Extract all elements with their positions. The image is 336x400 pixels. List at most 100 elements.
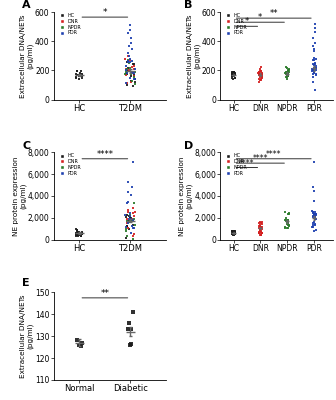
Point	[310, 224, 316, 230]
Point	[258, 224, 263, 230]
Point	[231, 73, 236, 79]
Point	[313, 60, 318, 66]
Y-axis label: NE protein expression
(pg/ml): NE protein expression (pg/ml)	[179, 156, 193, 236]
Point	[258, 232, 264, 238]
Point	[313, 70, 318, 77]
Point	[229, 231, 235, 238]
Point	[258, 74, 263, 80]
Point	[78, 232, 84, 239]
Point	[309, 68, 315, 74]
Point	[286, 217, 291, 224]
Point	[259, 224, 265, 230]
Point	[131, 200, 137, 206]
Point	[74, 75, 79, 82]
Point	[125, 232, 130, 239]
Point	[124, 218, 130, 224]
Point	[79, 340, 85, 347]
Point	[128, 340, 134, 347]
Text: D: D	[184, 141, 194, 151]
Point	[126, 219, 131, 226]
Point	[312, 61, 317, 68]
Point	[259, 228, 264, 234]
Point	[311, 187, 317, 194]
Point	[309, 224, 314, 230]
Point	[257, 219, 263, 225]
Point	[312, 214, 318, 220]
Point	[125, 64, 131, 71]
Point	[259, 70, 264, 77]
Point	[132, 80, 138, 87]
Point	[259, 64, 264, 70]
Point	[73, 230, 79, 236]
Point	[309, 66, 315, 73]
Point	[283, 225, 288, 231]
Point	[74, 233, 79, 239]
Point	[74, 229, 80, 236]
Point	[124, 200, 130, 206]
Point	[285, 221, 290, 227]
Point	[312, 40, 318, 46]
Point	[76, 72, 81, 79]
Point	[123, 67, 128, 74]
Point	[286, 222, 291, 229]
Point	[257, 231, 263, 238]
Point	[125, 178, 131, 185]
Point	[256, 70, 261, 77]
Point	[124, 69, 129, 76]
Point	[311, 70, 316, 76]
Point	[230, 72, 236, 78]
Point	[127, 218, 133, 224]
Point	[311, 65, 317, 71]
Point	[311, 228, 317, 234]
Point	[126, 320, 132, 326]
Point	[125, 188, 131, 195]
Point	[258, 232, 263, 238]
Point	[285, 71, 290, 77]
Point	[124, 220, 129, 226]
Point	[78, 343, 84, 349]
Text: *: *	[258, 13, 262, 22]
Point	[128, 35, 133, 42]
Point	[125, 224, 130, 231]
Point	[126, 30, 131, 36]
Point	[311, 57, 317, 64]
Point	[125, 220, 130, 226]
Legend: HC, DNR, NPDR, PDR: HC, DNR, NPDR, PDR	[56, 13, 82, 36]
Point	[131, 216, 136, 223]
Point	[75, 72, 80, 78]
Point	[232, 70, 238, 76]
Point	[232, 70, 237, 76]
Point	[230, 70, 235, 76]
Point	[257, 226, 263, 232]
Y-axis label: Extracellular DNA/NETs
(pg/ml): Extracellular DNA/NETs (pg/ml)	[186, 14, 200, 98]
Point	[284, 71, 289, 78]
Point	[127, 26, 133, 33]
Point	[256, 223, 261, 229]
Point	[131, 216, 137, 222]
Point	[79, 68, 84, 74]
Point	[133, 79, 138, 85]
Point	[256, 230, 262, 236]
Point	[286, 211, 291, 217]
Point	[311, 55, 317, 62]
Point	[310, 210, 315, 216]
Point	[73, 71, 79, 77]
Point	[256, 72, 262, 78]
Point	[74, 74, 79, 80]
Point	[311, 62, 317, 68]
Point	[76, 76, 82, 82]
Point	[129, 217, 135, 224]
Point	[313, 211, 318, 217]
Point	[127, 214, 132, 220]
Point	[128, 78, 134, 84]
Text: A: A	[22, 0, 31, 10]
Point	[286, 216, 291, 223]
Point	[256, 76, 261, 82]
Point	[74, 231, 79, 238]
Point	[285, 72, 291, 79]
Point	[76, 72, 82, 79]
Point	[311, 211, 317, 217]
Point	[128, 215, 133, 221]
Point	[128, 216, 133, 222]
Point	[123, 80, 129, 86]
